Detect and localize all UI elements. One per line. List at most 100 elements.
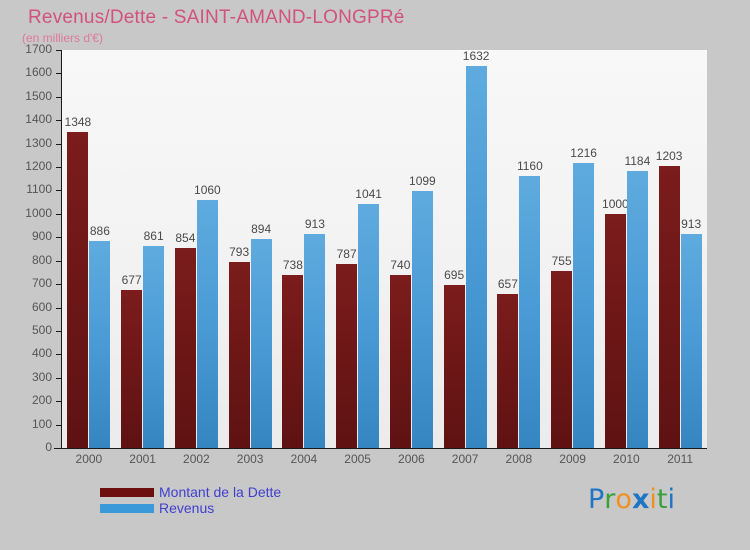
y-axis-tick [56, 260, 62, 262]
bar-value-label: 894 [251, 221, 272, 236]
bar-value-label: 913 [304, 217, 325, 232]
y-axis-label: 1400 [25, 112, 52, 127]
bar-value-label: 740 [390, 257, 411, 272]
legend-item[interactable]: Montant de la Dette [100, 484, 281, 500]
bar-value-label: 755 [551, 254, 572, 269]
y-axis-tick [56, 120, 62, 122]
bar-value-label: 657 [497, 277, 518, 292]
y-axis-tick [56, 401, 62, 403]
y-axis-tick [56, 307, 62, 309]
bar-revenus[interactable] [519, 176, 541, 448]
logo-letter: r [604, 484, 616, 515]
y-axis-tick [56, 190, 62, 192]
logo-letter: i [649, 484, 657, 515]
x-axis-label: 2002 [183, 452, 210, 466]
bar-debt[interactable] [658, 166, 680, 448]
bar-debt[interactable] [443, 285, 465, 448]
y-axis-tick [56, 50, 62, 51]
y-axis-tick [56, 448, 62, 449]
proxiti-logo[interactable]: Proxiti [588, 486, 675, 513]
y-axis-tick [56, 143, 62, 145]
logo-letter: x [631, 484, 650, 515]
x-axis-label: 2005 [344, 452, 371, 466]
y-axis-label: 1300 [25, 135, 52, 150]
x-axis-label: 2011 [667, 452, 694, 466]
bar-debt[interactable] [497, 294, 519, 448]
logo-letter: t [656, 484, 668, 515]
x-axis-line [54, 448, 707, 449]
bar-revenus[interactable] [196, 199, 218, 448]
bar-value-label: 913 [681, 217, 702, 232]
y-axis-label: 1200 [25, 159, 52, 174]
bar-debt[interactable] [121, 289, 143, 448]
bar-debt[interactable] [389, 274, 411, 448]
page-subtitle: (en milliers d'€) [22, 31, 103, 45]
bar-revenus[interactable] [358, 204, 380, 448]
bar-revenus[interactable] [143, 246, 165, 448]
x-axis-label: 2008 [505, 452, 533, 466]
y-axis-tick [56, 424, 62, 426]
legend-swatch-debt [100, 487, 154, 497]
bar-value-label: 1216 [570, 146, 597, 161]
y-axis-label: 1600 [25, 65, 52, 80]
y-axis-label: 900 [31, 229, 52, 244]
bar-revenus[interactable] [680, 234, 702, 448]
legend-item[interactable]: Revenus [100, 500, 281, 516]
y-axis-tick [56, 213, 62, 215]
y-axis-tick [56, 167, 62, 169]
bar-revenus[interactable] [304, 234, 326, 448]
y-axis-tick [56, 354, 62, 356]
page-title: Revenus/Dette - SAINT-AMAND-LONGPRé [28, 7, 405, 28]
bar-value-label: 677 [121, 272, 142, 287]
logo-letter: o [615, 484, 632, 515]
y-axis-label: 600 [31, 299, 52, 314]
bar-debt[interactable] [282, 275, 304, 448]
bar-revenus[interactable] [573, 163, 595, 448]
y-axis-label: 0 [45, 440, 52, 454]
legend-item-label: Revenus [159, 500, 215, 516]
bar-value-label: 1099 [409, 173, 436, 188]
y-axis-label: 400 [31, 346, 52, 361]
y-axis-line [61, 50, 62, 449]
bar-value-label: 1203 [655, 149, 683, 164]
y-axis-tick [56, 284, 62, 286]
bar-revenus[interactable] [465, 65, 487, 448]
bar-value-label: 1632 [462, 48, 490, 63]
x-axis-label: 2010 [613, 452, 640, 466]
y-axis-label: 1100 [26, 182, 52, 197]
bar-value-label: 1348 [64, 115, 92, 130]
y-axis-label: 500 [31, 322, 52, 337]
bar-debt[interactable] [174, 248, 196, 448]
bar-value-label: 886 [89, 223, 110, 238]
bar-revenus[interactable] [89, 240, 111, 448]
y-axis-tick [56, 377, 62, 379]
legend-swatch-revenus [100, 503, 154, 513]
y-axis-tick [56, 330, 62, 332]
bar-value-label: 1041 [355, 187, 382, 202]
y-axis-tick [56, 96, 62, 98]
bar-value-label: 1184 [624, 153, 651, 168]
y-axis-label: 700 [31, 276, 52, 291]
bar-value-label: 1000 [602, 196, 629, 211]
bar-value-label: 738 [282, 258, 303, 273]
bar-revenus[interactable] [411, 190, 433, 448]
bar-value-label: 861 [143, 229, 164, 244]
bar-revenus[interactable] [250, 238, 272, 448]
bar-debt[interactable] [67, 132, 89, 448]
bar-debt[interactable] [551, 271, 573, 448]
bar-value-label: 1160 [516, 159, 543, 174]
y-axis-label: 300 [31, 369, 52, 384]
plot-area [62, 50, 707, 448]
bar-value-label: 854 [175, 231, 196, 246]
bar-debt[interactable] [336, 263, 358, 448]
bar-value-label: 787 [336, 246, 357, 261]
bar-debt[interactable] [604, 213, 626, 448]
y-axis-label: 1700 [25, 42, 52, 56]
bar-value-label: 1060 [194, 182, 221, 197]
bar-debt[interactable] [228, 262, 250, 448]
x-axis-label: 2009 [559, 452, 586, 466]
bar-revenus[interactable] [626, 170, 648, 448]
y-axis-label: 800 [31, 252, 52, 267]
bars-layer: 1348 886 677 861 854 1060 793 894 738 913 787 1041 7… [62, 48, 707, 448]
